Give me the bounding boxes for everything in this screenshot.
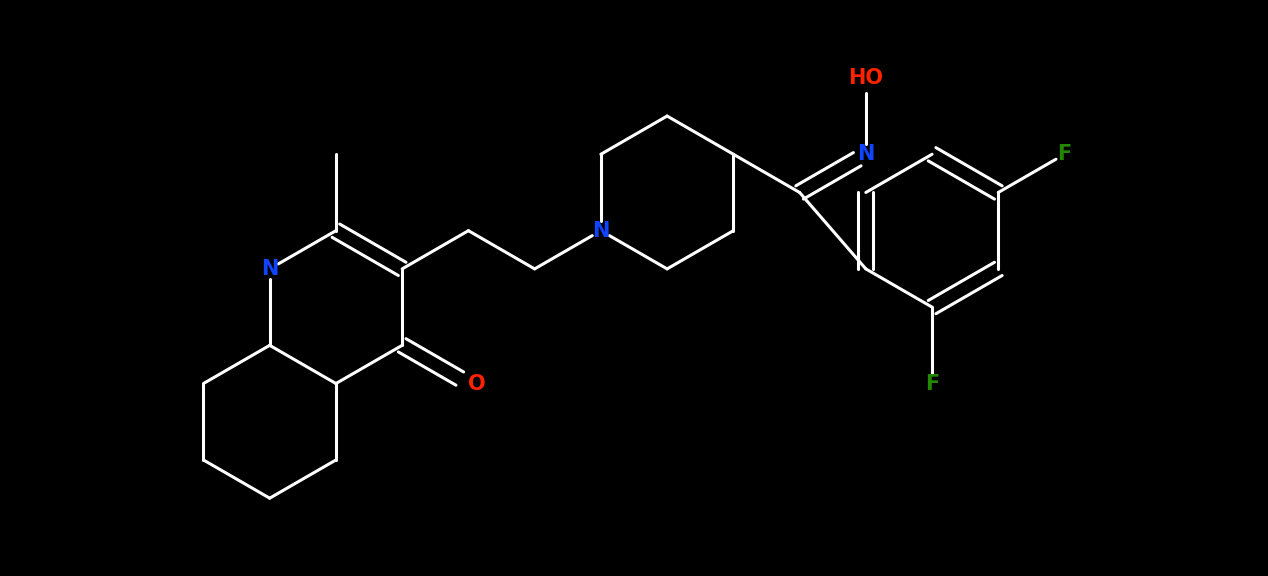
Text: N: N [261,259,279,279]
Text: N: N [857,144,875,164]
Text: O: O [468,374,486,393]
Text: HO: HO [848,68,884,88]
Text: F: F [1058,144,1071,164]
Text: F: F [924,374,940,393]
Text: N: N [592,221,610,241]
